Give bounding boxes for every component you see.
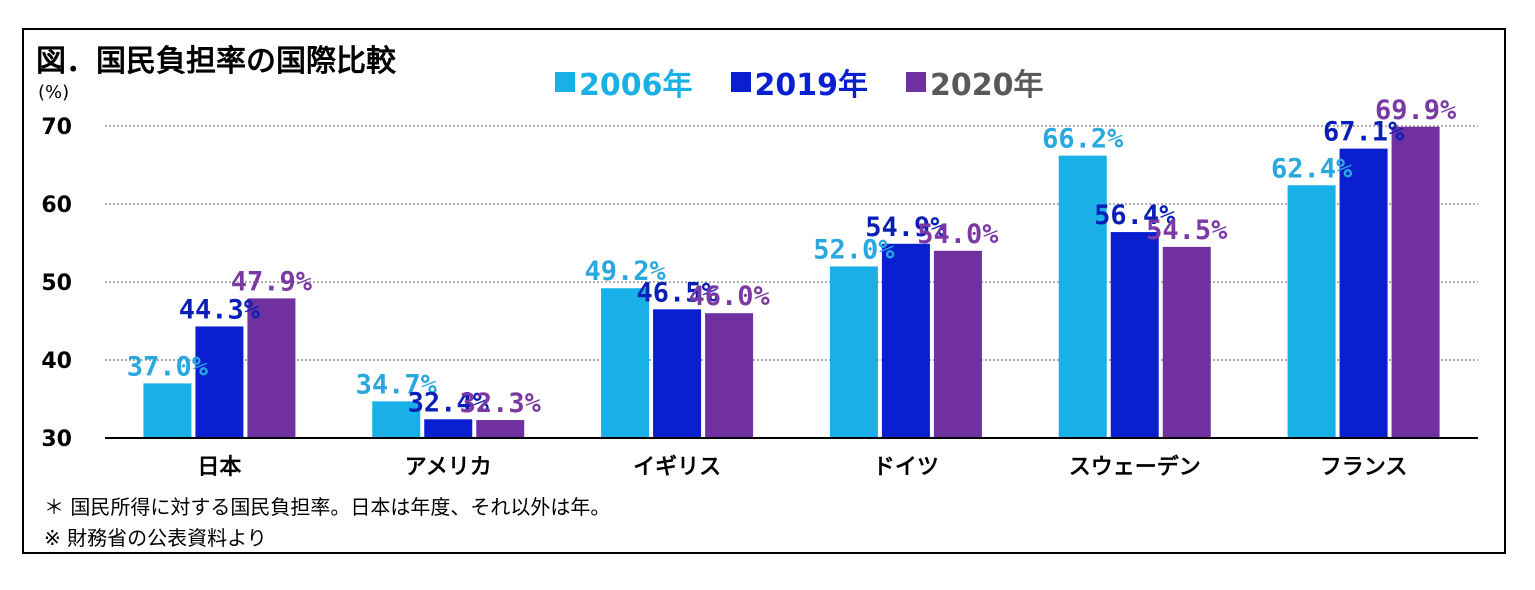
bar-2019-4 — [1110, 232, 1159, 438]
data-label-2006-0: 37.0% — [127, 351, 209, 382]
bar-2020-5 — [1391, 126, 1440, 438]
data-label-2006-4: 66.2% — [1042, 124, 1124, 155]
data-label-2020-2: 46.0% — [688, 281, 770, 312]
data-label-2019-0: 44.3% — [179, 294, 261, 325]
data-label-2019-2: 46.5% — [636, 277, 718, 308]
legend-label-2006: 2006年 — [579, 68, 693, 103]
y-unit-label: (%) — [38, 82, 70, 103]
legend-label-2020: 2020年 — [930, 68, 1044, 103]
x-category-label-0: 日本 — [197, 455, 241, 480]
bar-2020-1 — [476, 420, 525, 438]
data-label-2019-3: 54.9% — [865, 212, 947, 243]
data-label-2020-3: 54.0% — [917, 219, 999, 250]
x-category-label-1: アメリカ — [405, 455, 492, 480]
x-category-label-5: フランス — [1320, 455, 1408, 480]
legend-swatch-2019 — [730, 72, 751, 92]
bar-2006-4 — [1058, 155, 1107, 438]
footnote-1: ＊ 国民所得に対する国民負担率。日本は年度、それ以外は年。 — [44, 495, 611, 519]
data-label-2019-5: 67.1% — [1323, 117, 1405, 148]
bar-2006-1 — [372, 401, 421, 438]
footnote-2: ※ 財務省の公表資料より — [44, 526, 267, 550]
bar-2019-5 — [1339, 148, 1388, 438]
x-category-label-2: イギリス — [633, 455, 721, 480]
y-tick-label-40: 40 — [41, 349, 72, 374]
legend-item-2019: 2019年 — [730, 60, 869, 104]
bar-2019-0 — [195, 326, 244, 438]
bar-2006-3 — [829, 266, 878, 438]
legend-label-2019: 2019年 — [754, 68, 869, 103]
y-tick-label-50: 50 — [41, 271, 72, 296]
data-label-2020-0: 47.9% — [231, 266, 313, 297]
bar-2020-2 — [705, 313, 754, 438]
bar-2006-5 — [1287, 185, 1336, 438]
legend-item-2006: 2006年 — [555, 60, 693, 104]
x-category-label-4: スウェーデン — [1069, 454, 1201, 480]
data-label-2019-4: 56.4% — [1094, 200, 1176, 231]
bar-2019-1 — [424, 419, 473, 438]
legend-item-2020: 2020年 — [906, 60, 1044, 104]
bar-2006-2 — [601, 288, 650, 438]
bar-2019-3 — [881, 243, 930, 438]
data-label-2020-4: 54.5% — [1146, 215, 1228, 246]
data-label-2006-5: 62.4% — [1271, 153, 1353, 184]
chart-title: 図．国民負担率の国際比較 — [36, 44, 396, 79]
data-label-2006-1: 34.7% — [356, 369, 438, 400]
bar-2020-3 — [933, 250, 982, 438]
footnotes: ＊ 国民所得に対する国民負担率。日本は年度、それ以外は年。 ※ 財務省の公表資料… — [44, 492, 610, 554]
data-label-2020-5: 69.9% — [1375, 95, 1457, 126]
y-tick-label-60: 60 — [41, 193, 72, 218]
y-tick-label-70: 70 — [41, 115, 72, 140]
data-label-2006-3: 52.0% — [813, 234, 895, 265]
bar-2020-4 — [1162, 246, 1211, 438]
legend-swatch-2006 — [555, 72, 575, 92]
chart-frame — [22, 28, 1506, 554]
data-label-2020-1: 32.3% — [460, 388, 542, 419]
legend-swatch-2020 — [906, 72, 926, 92]
bar-2019-2 — [653, 309, 702, 438]
legend: 2006年 2019年 2020年 — [555, 60, 1044, 104]
data-label-2006-2: 49.2% — [584, 256, 666, 287]
y-tick-label-30: 30 — [41, 427, 72, 452]
bar-2020-0 — [247, 298, 296, 438]
bar-2006-0 — [143, 383, 192, 438]
data-label-2019-1: 32.4% — [408, 387, 490, 418]
x-category-label-3: ドイツ — [873, 455, 939, 480]
